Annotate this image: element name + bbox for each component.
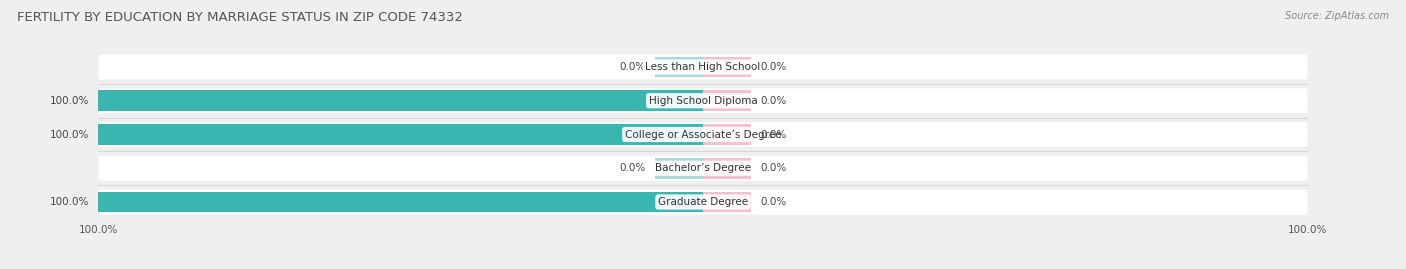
Bar: [98, 90, 703, 111]
Text: 0.0%: 0.0%: [761, 163, 787, 173]
Bar: [703, 158, 751, 179]
Bar: [98, 192, 703, 213]
Text: College or Associate’s Degree: College or Associate’s Degree: [624, 129, 782, 140]
FancyBboxPatch shape: [98, 55, 1308, 79]
Text: Graduate Degree: Graduate Degree: [658, 197, 748, 207]
Bar: [703, 56, 751, 77]
Text: FERTILITY BY EDUCATION BY MARRIAGE STATUS IN ZIP CODE 74332: FERTILITY BY EDUCATION BY MARRIAGE STATU…: [17, 11, 463, 24]
FancyBboxPatch shape: [98, 156, 1308, 181]
Text: 0.0%: 0.0%: [761, 197, 787, 207]
Bar: [703, 124, 751, 145]
Bar: [98, 124, 703, 145]
FancyBboxPatch shape: [98, 190, 1308, 214]
Text: Source: ZipAtlas.com: Source: ZipAtlas.com: [1285, 11, 1389, 21]
Text: Bachelor’s Degree: Bachelor’s Degree: [655, 163, 751, 173]
Text: 0.0%: 0.0%: [761, 129, 787, 140]
FancyBboxPatch shape: [98, 122, 1308, 147]
Bar: [655, 56, 703, 77]
Text: 100.0%: 100.0%: [51, 96, 90, 106]
Bar: [703, 192, 751, 213]
Text: 0.0%: 0.0%: [761, 62, 787, 72]
Text: 0.0%: 0.0%: [619, 62, 645, 72]
Text: High School Diploma: High School Diploma: [648, 96, 758, 106]
Text: 0.0%: 0.0%: [619, 163, 645, 173]
Text: 0.0%: 0.0%: [761, 96, 787, 106]
Text: 100.0%: 100.0%: [51, 197, 90, 207]
Text: Less than High School: Less than High School: [645, 62, 761, 72]
Bar: [655, 158, 703, 179]
FancyBboxPatch shape: [98, 88, 1308, 113]
Bar: [703, 90, 751, 111]
Text: 100.0%: 100.0%: [51, 129, 90, 140]
